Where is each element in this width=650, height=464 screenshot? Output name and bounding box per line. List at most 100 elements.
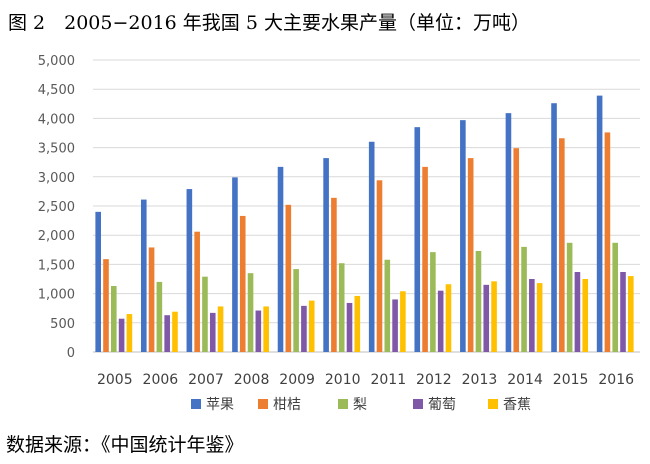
y-tick-label: 3,000 — [38, 171, 75, 186]
x-tick-label: 2013 — [462, 372, 498, 388]
legend-swatch — [488, 399, 498, 409]
bar-香蕉-2005 — [126, 314, 133, 352]
bar-梨-2007 — [202, 276, 208, 352]
x-tick-label: 2011 — [370, 372, 406, 388]
bar-柑桔-2008 — [239, 215, 246, 352]
bar-苹果-2010 — [323, 158, 329, 352]
bar-梨-2011 — [384, 259, 391, 352]
bar-柑桔-2005 — [103, 259, 109, 352]
bar-苹果-2006 — [140, 199, 147, 352]
legend-swatch — [258, 399, 268, 409]
legend: 苹果 柑桔 梨 葡萄 香蕉 — [191, 397, 531, 413]
gridlines — [93, 59, 640, 353]
bar-苹果-2007 — [186, 189, 193, 352]
y-tick-label: 5,000 — [38, 54, 75, 69]
bar-梨-2008 — [247, 273, 254, 352]
x-axis: 2005 2006 2007 2008 2009 2010 2011 2012 2013 2014… — [97, 372, 634, 388]
bar-柑桔-2006 — [148, 247, 155, 352]
y-tick-label: 4,500 — [38, 83, 75, 98]
bar-柑桔-2007 — [194, 231, 200, 352]
bar-香蕉-2012 — [445, 284, 452, 352]
bar-梨-2006 — [156, 281, 163, 352]
bar-苹果-2005 — [95, 211, 101, 352]
bar-香蕉-2006 — [172, 311, 178, 352]
y-tick-label: 3,500 — [38, 142, 75, 157]
bar-香蕉-2014 — [536, 283, 543, 352]
bar-苹果-2011 — [368, 141, 375, 352]
bar-葡萄-2011 — [392, 299, 398, 352]
y-tick-label: 2,000 — [38, 229, 75, 244]
bar-柑桔-2012 — [422, 166, 428, 352]
bar-葡萄-2008 — [255, 310, 262, 352]
bar-柑桔-2013 — [467, 158, 474, 352]
y-tick-label: 1,000 — [38, 288, 75, 303]
bar-苹果-2013 — [460, 120, 466, 352]
y-tick-label: 1,500 — [38, 258, 75, 273]
legend-swatch — [191, 399, 201, 409]
bar-柑桔-2015 — [559, 138, 565, 352]
bar-梨-2009 — [293, 269, 299, 352]
x-tick-label: 2008 — [234, 372, 270, 388]
bar-梨-2014 — [521, 246, 527, 352]
x-tick-label: 2015 — [553, 372, 589, 388]
bar-香蕉-2007 — [217, 306, 224, 352]
legend-label: 柑桔 — [273, 397, 301, 413]
legend-label: 梨 — [353, 397, 367, 413]
legend-label: 葡萄 — [428, 397, 456, 413]
legend-label: 香蕉 — [503, 397, 531, 413]
y-tick-label: 4,000 — [38, 112, 75, 127]
bar-梨-2016 — [612, 242, 619, 352]
x-tick-label: 2005 — [97, 372, 133, 388]
bar-香蕉-2016 — [628, 276, 634, 352]
legend-swatch — [338, 399, 348, 409]
bar-梨-2013 — [475, 250, 482, 352]
bar-梨-2010 — [338, 263, 345, 352]
bar-葡萄-2012 — [437, 290, 444, 352]
bar-柑桔-2014 — [513, 148, 520, 352]
bar-梨-2015 — [566, 242, 573, 352]
bar-柑桔-2009 — [285, 204, 292, 352]
y-axis: 0 500 1,000 1,500 2,000 2,500 3,000 3,500 4,000 4… — [38, 54, 75, 361]
bar-葡萄-2010 — [346, 302, 353, 352]
bar-葡萄-2013 — [483, 284, 490, 352]
bar-chart: 0 500 1,000 1,500 2,000 2,500 3,000 3,500 4,000 4… — [38, 54, 640, 413]
bar-香蕉-2011 — [400, 291, 406, 352]
x-tick-label: 2012 — [416, 372, 452, 388]
bar-苹果-2016 — [596, 95, 603, 353]
y-tick-label: 500 — [50, 317, 75, 332]
legend-label: 苹果 — [206, 397, 234, 413]
bar-葡萄-2016 — [620, 271, 626, 352]
bar-葡萄-2009 — [301, 305, 307, 352]
x-tick-label: 2007 — [188, 372, 224, 388]
x-tick-label: 2010 — [325, 372, 361, 388]
bar-葡萄-2005 — [118, 318, 125, 352]
y-tick-label: 2,500 — [38, 200, 75, 215]
bar-苹果-2009 — [277, 166, 284, 352]
bar-柑桔-2010 — [331, 197, 337, 352]
bar-葡萄-2006 — [164, 315, 170, 352]
bar-苹果-2012 — [414, 127, 421, 352]
source-note: 数据来源：《中国统计年鉴》 — [6, 434, 244, 456]
x-tick-label: 2014 — [507, 372, 543, 388]
bar-葡萄-2014 — [529, 279, 535, 352]
x-tick-label: 2009 — [279, 372, 315, 388]
bar-香蕉-2008 — [263, 306, 269, 352]
bar-苹果-2015 — [551, 103, 557, 352]
bar-葡萄-2007 — [209, 312, 216, 352]
bar-香蕉-2013 — [491, 281, 497, 352]
y-tick-label: 0 — [67, 346, 75, 361]
bar-梨-2012 — [430, 252, 436, 352]
bar-柑桔-2011 — [376, 180, 383, 352]
x-tick-label: 2016 — [598, 372, 634, 388]
x-tick-label: 2006 — [143, 372, 179, 388]
figure-title: 图 2 2005−2016 年我国 5 大主要水果产量（单位：万吨） — [8, 12, 530, 34]
bar-香蕉-2009 — [308, 300, 315, 352]
bar-苹果-2014 — [505, 113, 512, 352]
legend-swatch — [413, 399, 423, 409]
bar-梨-2005 — [110, 286, 117, 352]
bar-香蕉-2015 — [582, 279, 589, 352]
bar-葡萄-2015 — [574, 271, 581, 352]
bar-苹果-2008 — [232, 177, 238, 352]
bars — [95, 95, 634, 353]
bar-香蕉-2010 — [354, 295, 361, 352]
